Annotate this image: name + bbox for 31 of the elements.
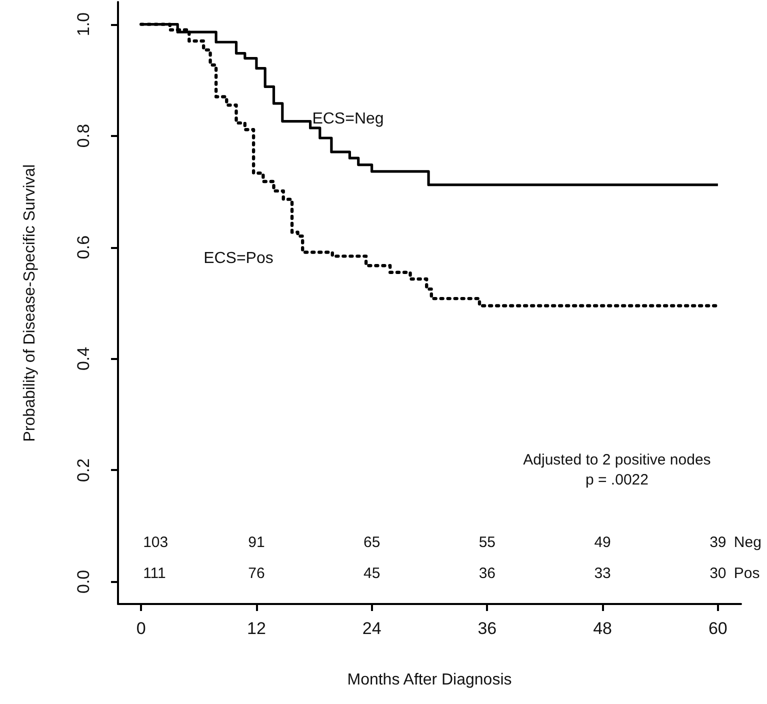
annotation: 49 bbox=[594, 534, 611, 552]
annotation: 33 bbox=[594, 564, 611, 582]
annotation: 36 bbox=[478, 564, 496, 582]
annotation: 91 bbox=[248, 534, 265, 552]
x-tick-label: 0 bbox=[136, 619, 146, 638]
annotation: Neg bbox=[734, 534, 762, 552]
x-tick-label: 48 bbox=[593, 619, 612, 638]
x-tick-label: 24 bbox=[362, 619, 382, 638]
annotation: 55 bbox=[478, 534, 496, 552]
annotation: 111 bbox=[143, 564, 166, 582]
series-label: ECS=Pos bbox=[204, 250, 274, 267]
y-tick-label: 0.6 bbox=[74, 235, 93, 260]
x-tick-label: 36 bbox=[478, 619, 497, 638]
x-axis-title: Months After Diagnosis bbox=[347, 672, 512, 688]
annotation: 76 bbox=[248, 564, 265, 582]
annotation: 39 bbox=[710, 534, 726, 552]
x-tick-label: 60 bbox=[708, 619, 728, 638]
annotation: Adjusted to 2 positive nodes p = .0022 bbox=[523, 452, 711, 489]
x-tick-label: 12 bbox=[246, 619, 266, 638]
annotation: 45 bbox=[363, 564, 380, 582]
y-axis-title: Probability of Disease-Specific Survival bbox=[22, 164, 38, 442]
y-tick-label: 0.2 bbox=[74, 458, 93, 482]
y-tick-label: 0.0 bbox=[74, 570, 93, 594]
y-tick-label: 0.4 bbox=[74, 346, 93, 371]
y-tick-label: 1.0 bbox=[74, 12, 93, 36]
y-tick-label: 0.8 bbox=[74, 124, 93, 148]
annotation: 65 bbox=[363, 534, 380, 552]
annotation: 103 bbox=[143, 534, 168, 552]
series-label: ECS=Neg bbox=[312, 110, 384, 128]
annotation: Pos bbox=[734, 564, 760, 582]
annotation: 30 bbox=[710, 564, 726, 582]
